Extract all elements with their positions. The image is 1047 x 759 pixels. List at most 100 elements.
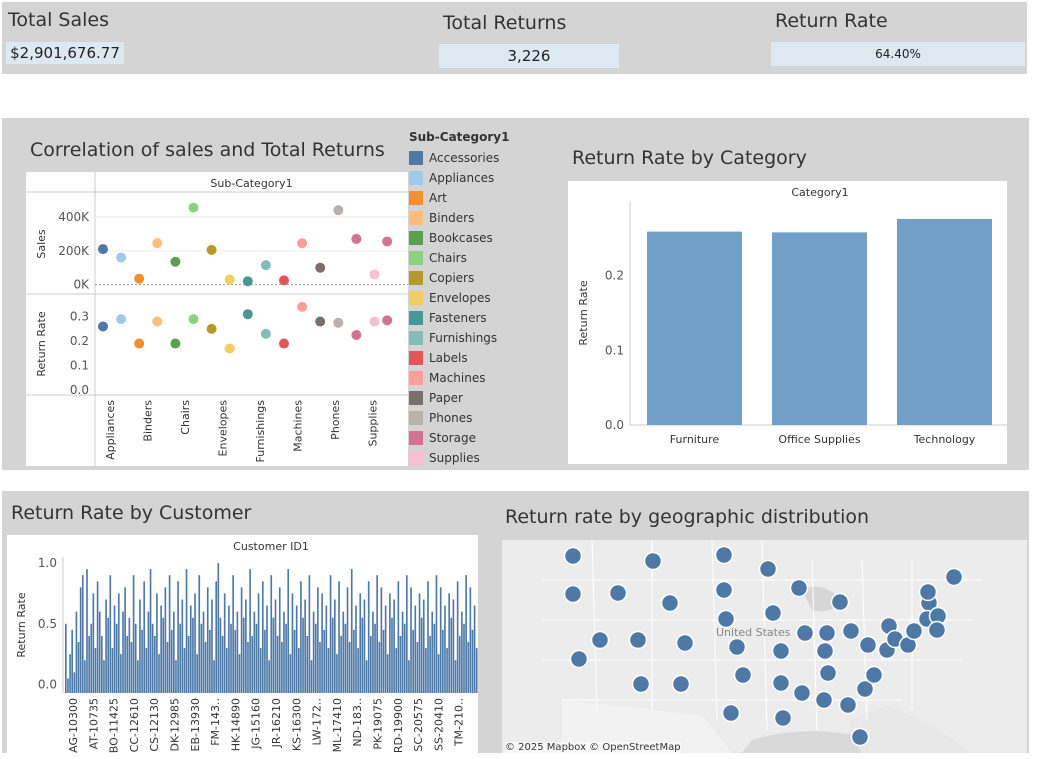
legend-swatch [409,171,423,185]
cust-bar [450,617,453,693]
cust-bar [302,617,304,693]
geo-map[interactable]: United States © 2025 Mapbox © OpenStreet… [502,540,1027,753]
legend-swatch [409,311,423,325]
map-dot [671,674,691,694]
cust-bar [355,605,357,693]
legend-item[interactable]: Envelopes [409,289,491,307]
cust-bar [181,599,184,693]
cust-bar [414,605,417,693]
cust-header: Customer ID1 [233,540,309,553]
legend-item[interactable]: Storage [409,429,476,447]
rr-point [315,316,326,327]
cust-bar [84,660,86,693]
legend-swatch [409,431,423,445]
cust-bar [242,617,245,693]
cust-bar [173,611,175,693]
corr-x-label: Supplies [367,400,380,447]
rr-point [333,317,344,328]
cust-bar [319,642,321,693]
legend-item[interactable]: Binders [409,209,474,227]
sales-point [98,244,108,255]
corr-x-label: Binders [142,400,155,442]
map-dot [864,665,884,685]
legend-swatch [409,331,423,345]
cust-bar [137,660,139,693]
cust-bar [151,623,154,693]
cust-bar [465,575,467,693]
map-dot [858,635,878,655]
cust-bar [268,660,270,693]
total-returns-title: Total Returns [443,12,567,34]
map-dot [643,551,663,571]
legend-label: Chairs [429,251,467,265]
rr-point [242,309,253,320]
legend-swatch [409,271,423,285]
legend-item[interactable]: Bookcases [409,229,493,247]
mexico-shape [562,700,732,753]
map-dot [771,673,791,693]
legend-label: Appliances [429,171,495,185]
cust-bar [420,617,423,693]
cust-bar [293,629,296,693]
cust-bar [372,611,374,693]
cust-bar [393,599,395,693]
cust-bar [79,587,82,693]
cust-bar [283,611,285,693]
cust-bar [71,629,74,693]
cust-bar [357,648,359,693]
cust-bar [164,587,167,693]
legend-item[interactable]: Copiers [409,269,474,287]
legend-item[interactable]: Machines [409,369,485,387]
cust-bar [300,581,302,693]
legend: Sub-Category1 Accessories Appliances Art Bi… [409,130,519,470]
cust-x-label: BO-11425 [108,698,121,753]
legend-item[interactable]: Art [409,189,447,207]
cust-bar [139,599,141,693]
cust-bar [206,587,209,693]
cust-bar [448,593,451,693]
cust-bar [344,623,347,693]
cust-bar [401,611,404,693]
legend-item[interactable]: Paper [409,389,463,407]
legend-item[interactable]: Appliances [409,169,494,187]
legend-item[interactable]: Accessories [409,149,499,167]
cust-x-label: CS-12130 [148,698,161,752]
sales-point [170,256,181,267]
rr-point [297,301,308,312]
cust-bar [166,642,169,693]
rr-point [188,314,199,325]
cust-x-label: SS-20410 [432,698,445,751]
cust-bar [331,617,334,693]
cust-bar [183,648,186,693]
cust-bar [274,599,277,693]
cust-bar [338,581,340,693]
cust-bar [94,648,97,693]
cust-bar [145,648,148,693]
legend-item[interactable]: Supplies [409,449,480,467]
cust-bar [257,593,260,693]
cust-bar [391,617,393,693]
cust-bar [198,575,201,693]
cust-x-label: CC-12610 [128,698,141,752]
legend-label: Accessories [429,151,500,165]
map-dot [795,623,815,643]
rr-tick-label: 0.0 [70,383,89,397]
cust-bar [463,623,465,693]
cust-bar [221,635,224,693]
cust-bar [444,605,446,693]
legend-item[interactable]: Labels [409,349,468,367]
cust-bar [348,642,351,693]
cust-bar [405,575,408,693]
rr-point [116,314,127,325]
legend-item[interactable]: Chairs [409,249,467,267]
legend-swatch [409,351,423,365]
cust-bar [408,660,410,693]
legend-item[interactable]: Fasteners [409,309,487,327]
cust-bar [259,648,262,693]
cust-bar [389,593,391,693]
legend-item[interactable]: Furnishings [409,329,497,347]
cust-bar [473,605,476,693]
legend-item[interactable]: Phones [409,409,472,427]
cust-bar [272,617,275,693]
legend-label: Storage [429,431,476,445]
